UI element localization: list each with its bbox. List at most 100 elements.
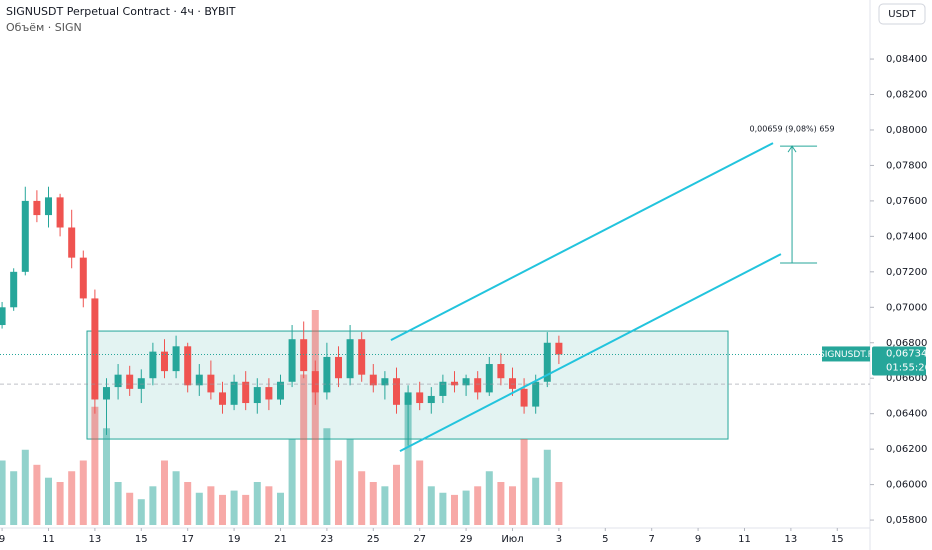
y-tick-label: 0,07800	[886, 160, 927, 171]
candle-body	[184, 346, 192, 386]
volume-bar	[0, 460, 6, 525]
symbol-label: SIGNUSDT.P	[819, 350, 874, 360]
volume-bar	[33, 464, 41, 525]
volume-bar	[358, 471, 366, 525]
candle-body	[207, 374, 215, 393]
volume-bar	[253, 482, 261, 525]
candle-body	[532, 381, 540, 407]
candle-body	[369, 374, 377, 386]
candle-body	[10, 271, 18, 308]
candle-body	[160, 351, 168, 372]
volume-bar	[323, 428, 331, 525]
measure-label: 0,00659 (9,08%) 659	[750, 125, 835, 134]
volume-bar	[311, 310, 319, 525]
candle-body	[0, 307, 6, 326]
price-badge	[872, 346, 926, 376]
candle-body	[427, 395, 435, 404]
volume-bar	[427, 486, 435, 525]
volume-bar	[207, 486, 215, 525]
x-tick-label: 11	[42, 534, 55, 545]
volume-bar	[381, 486, 389, 525]
volume-bar	[114, 482, 122, 525]
candle-body	[114, 374, 122, 388]
candle-body	[543, 342, 551, 382]
candle-body	[21, 200, 29, 272]
y-tick-label: 0,05800	[886, 515, 927, 526]
candle-body	[555, 342, 563, 355]
volume-bar	[532, 477, 540, 525]
candle-body	[508, 378, 516, 389]
x-tick-label: 11	[738, 534, 751, 545]
y-tick-label: 0,07400	[886, 231, 927, 242]
volume-bar	[160, 460, 168, 525]
x-tick-label: 3	[556, 534, 562, 545]
candle-body	[33, 200, 41, 216]
candle-body	[265, 387, 273, 400]
y-tick-label: 0,06200	[886, 444, 927, 455]
candle-body	[68, 227, 76, 258]
y-tick-label: 0,06000	[886, 480, 927, 491]
x-tick-label: 17	[181, 534, 194, 545]
volume-bar	[242, 494, 250, 525]
volume-bar	[10, 471, 18, 525]
candle-body	[126, 374, 134, 389]
candle-body	[44, 197, 52, 216]
volume-bar	[392, 464, 400, 525]
volume-bar	[462, 490, 470, 525]
volume-bar	[137, 499, 145, 525]
volume-bar	[172, 471, 180, 525]
volume-bar	[369, 482, 377, 525]
candle-body	[323, 356, 331, 393]
volume-bar	[288, 439, 296, 525]
volume-bar	[543, 449, 551, 525]
candle-body	[311, 371, 319, 393]
candle-body	[485, 364, 493, 393]
volume-bar	[56, 482, 64, 525]
candle-body	[149, 351, 157, 379]
x-tick-label: 9	[0, 534, 5, 545]
candle-body	[300, 339, 308, 372]
volume-bar	[474, 486, 482, 525]
volume-bar	[439, 492, 447, 525]
price-label: 0,06734	[886, 348, 927, 359]
candle-body	[462, 378, 470, 386]
x-tick-label: 29	[460, 534, 473, 545]
candle-body	[218, 392, 226, 405]
x-tick-label: 25	[367, 534, 380, 545]
candle-body	[242, 381, 250, 404]
candle-body	[439, 381, 447, 396]
measure-arrow	[787, 145, 797, 153]
candle-body	[137, 378, 145, 389]
candle-body	[276, 381, 284, 400]
currency-button[interactable]	[878, 3, 926, 25]
candle-body	[346, 339, 354, 379]
volume-bar	[195, 492, 203, 525]
symbol-badge	[822, 346, 870, 362]
x-tick-label: 21	[274, 534, 287, 545]
x-tick-label: Июл	[501, 534, 523, 545]
volume-bar	[555, 482, 563, 525]
candle-body	[520, 388, 528, 407]
volume-bar	[126, 492, 134, 525]
volume-bar	[79, 460, 87, 525]
y-tick-label: 0,07200	[886, 267, 927, 278]
candle-body	[91, 298, 99, 400]
y-tick-label: 0,06800	[886, 338, 927, 349]
x-tick-label: 27	[413, 534, 426, 545]
x-tick-label: 7	[649, 534, 655, 545]
volume-bar	[265, 486, 273, 525]
candle-body	[334, 356, 342, 379]
candle-body	[497, 364, 505, 379]
x-tick-label: 13	[785, 534, 798, 545]
y-tick-label: 0,06400	[886, 409, 927, 420]
volume-bar	[416, 460, 424, 525]
volume-bar	[149, 486, 157, 525]
candle-body	[358, 339, 366, 375]
candle-body	[230, 381, 238, 405]
y-tick-label: 0,06600	[886, 373, 927, 384]
volume-bar	[218, 494, 226, 525]
volume-bar	[450, 494, 458, 525]
volume-bar	[508, 486, 516, 525]
volume-bar	[21, 449, 29, 525]
